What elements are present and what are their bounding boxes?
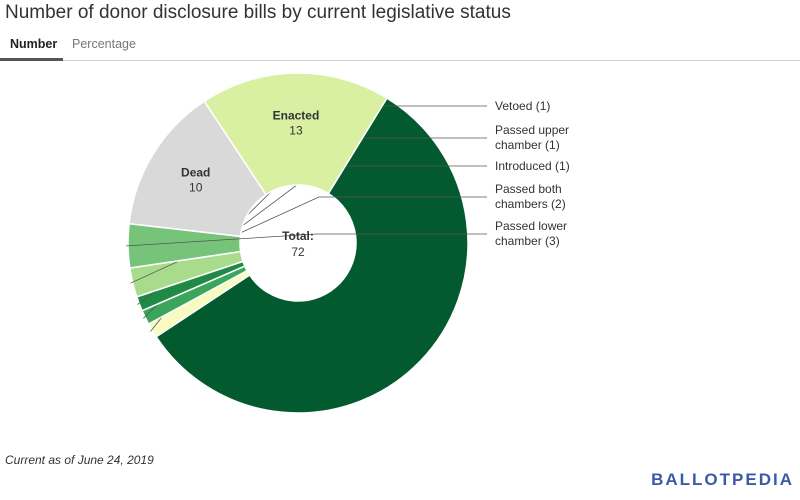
slice-referred-to-committee[interactable]	[155, 97, 469, 414]
ballotpedia-logo[interactable]: BALLOTPEDIA	[651, 470, 794, 489]
tab-divider	[0, 60, 800, 61]
active-tab-indicator	[0, 58, 63, 61]
svg-text:Vetoed (1): Vetoed (1)	[495, 99, 550, 113]
center-total-value: 72	[291, 245, 305, 259]
as-of-note: Current as of June 24, 2019	[5, 453, 154, 467]
center-total-label: Total:	[282, 229, 314, 243]
svg-text:chamber (3): chamber (3)	[495, 234, 560, 248]
tab-number[interactable]: Number	[10, 37, 58, 51]
tab-percentage[interactable]: Percentage	[72, 37, 136, 51]
chart-title: Number of donor disclosure bills by curr…	[5, 2, 511, 23]
svg-text:Passed both: Passed both	[495, 182, 562, 196]
slice-label-introduced: Introduced (1)	[495, 159, 570, 173]
svg-text:chamber (1): chamber (1)	[495, 138, 560, 152]
svg-text:Passed upper: Passed upper	[495, 123, 569, 137]
slice-label-vetoed: Vetoed (1)	[495, 99, 550, 113]
svg-text:Passed lower: Passed lower	[495, 219, 567, 233]
svg-text:chambers (2): chambers (2)	[495, 197, 566, 211]
leader-line-passed-lower-chamber	[125, 233, 487, 247]
svg-text:Enacted: Enacted	[273, 109, 320, 123]
svg-text:Introduced (1): Introduced (1)	[495, 159, 570, 173]
svg-text:Dead: Dead	[181, 166, 210, 180]
slice-enacted[interactable]	[203, 72, 388, 196]
slice-dead[interactable]	[128, 100, 268, 238]
svg-text:10: 10	[189, 181, 203, 195]
svg-text:13: 13	[289, 124, 303, 138]
